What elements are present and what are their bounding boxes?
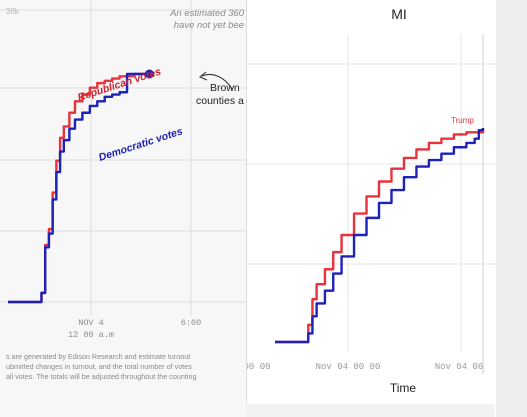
- left-series-line-democratic: [8, 72, 150, 304]
- left-chart-panel: 36k An estimated 360 have not yet bee Re…: [0, 0, 246, 417]
- democratic-votes-label: Democratic votes: [97, 125, 184, 164]
- left-x-tick-label-1: 6:00: [181, 318, 201, 328]
- right-series-line-trump: [275, 128, 485, 344]
- left-series-line-republican: [8, 72, 150, 304]
- right-x-ticks: 00 00 Nov 04 00 00 Nov 04 06: [247, 362, 483, 372]
- left-x-ticks: NOV 4 12 00 a.m 6:00: [68, 318, 201, 340]
- note-line-1: An estimated 360: [169, 8, 245, 19]
- right-x-tick-label-1: Nov 04 00 00: [316, 362, 381, 372]
- right-chart-panel: MI Trump 00 00 Nov 04 00 00 Nov 04 06 Time: [246, 0, 496, 417]
- methodology-caption: s are generated by Edison Research and e…: [6, 352, 246, 382]
- left-x-tick-label-0: NOV 4: [78, 318, 104, 328]
- republican-votes-label: Republican votes: [76, 66, 163, 104]
- left-series-group: [8, 72, 150, 304]
- y-axis-partial-label: 36k: [6, 7, 20, 16]
- callout-arrow-head: [198, 71, 208, 81]
- right-panel-footer: [246, 404, 495, 417]
- right-x-tick-label-2: Nov 04 06: [435, 362, 484, 372]
- x-axis-title: Time: [390, 381, 417, 395]
- mi-vote-chart: MI Trump 00 00 Nov 04 00 00 Nov 04 06 Time: [247, 6, 496, 395]
- caption-line-1: s are generated by Edison Research and e…: [6, 352, 191, 361]
- note-line-2: have not yet bee: [174, 20, 244, 31]
- callout-line-1: Brown: [210, 82, 240, 94]
- left-x-tick-sublabel-0: 12 00 a.m: [68, 330, 114, 340]
- chart-title: MI: [391, 6, 407, 22]
- callout-arrow: [201, 73, 233, 90]
- left-grid: [0, 0, 246, 316]
- caption-line-2: ubmitted changes in turnout, and the tot…: [6, 362, 192, 371]
- callout-line-2: counties a: [196, 95, 244, 107]
- trump-label: Trump: [451, 116, 474, 125]
- democratic-end-dot: [144, 69, 154, 79]
- right-x-tick-label-0: 00 00: [247, 362, 271, 372]
- right-series-line-blue: [275, 128, 485, 344]
- page-gutter: [496, 0, 527, 417]
- left-vote-chart: 36k An estimated 360 have not yet bee Re…: [0, 0, 246, 340]
- caption-line-3: all votes. The totals will be adjusted t…: [6, 372, 197, 381]
- right-series-group: [275, 128, 485, 344]
- right-grid: [247, 34, 496, 374]
